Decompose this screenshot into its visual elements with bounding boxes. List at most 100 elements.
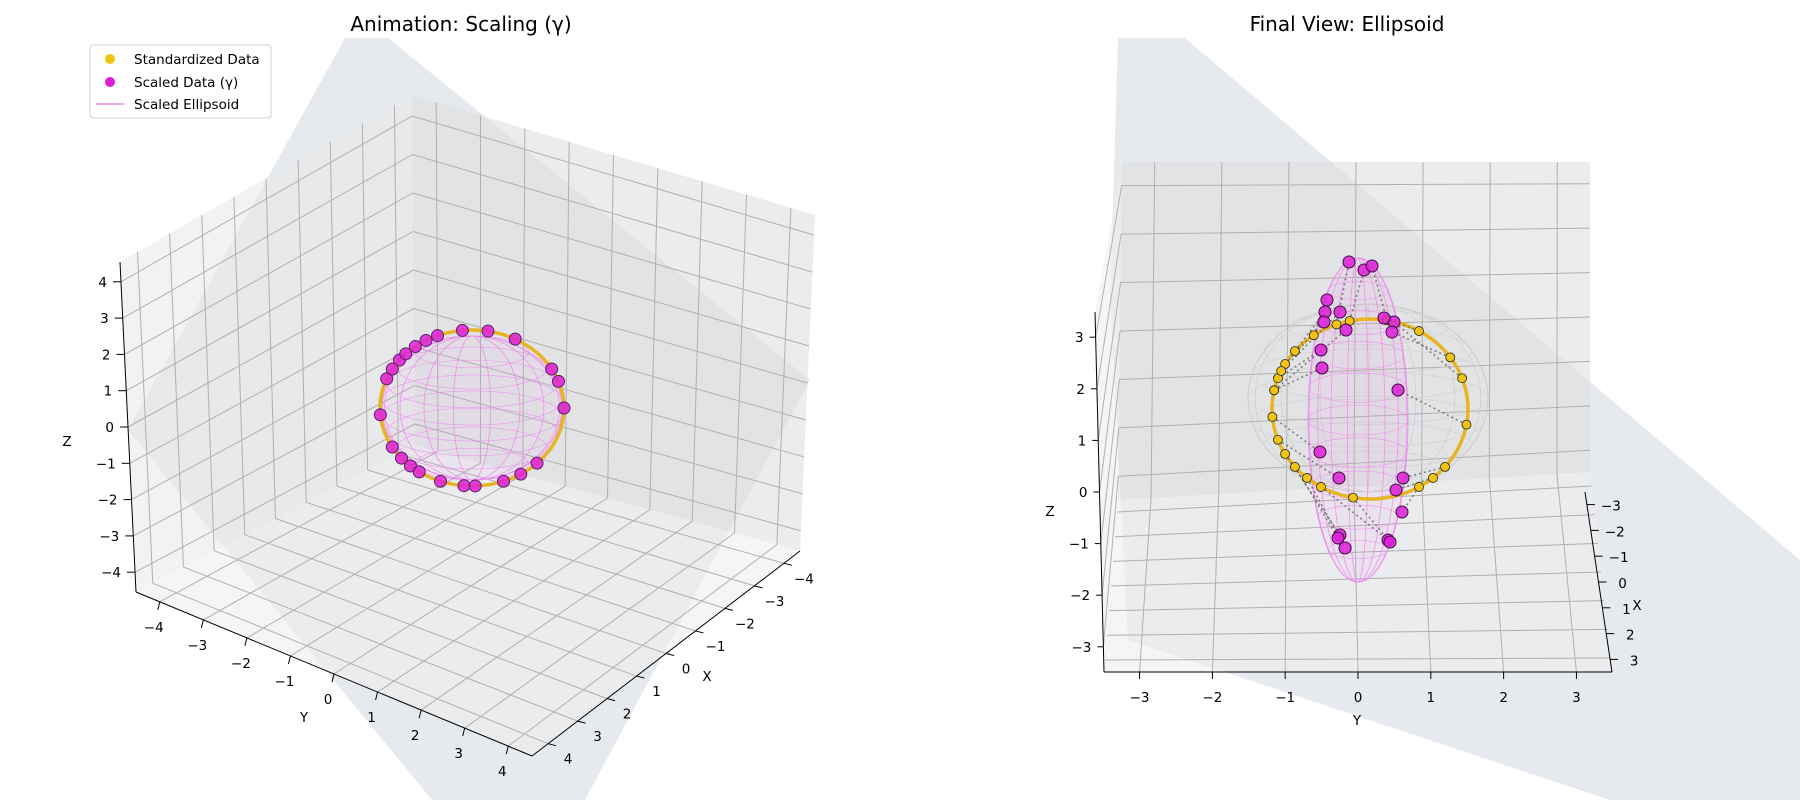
sphere-parallel [1251, 395, 1485, 448]
right-chart-title: Final View: Ellipsoid [1250, 12, 1445, 36]
scaled-point [1383, 535, 1397, 549]
grid-line [122, 154, 413, 319]
right-x-tick-label: 0 [1618, 576, 1627, 592]
grid-line [1099, 330, 1121, 493]
grid-line [1095, 185, 1123, 338]
ellipsoid-parallel [382, 374, 562, 426]
standardized-point [1316, 482, 1326, 492]
right-y-tick-label: 1 [1427, 690, 1436, 706]
scaled-point [385, 440, 399, 454]
scaled-point [1313, 445, 1327, 459]
right-z-tick-label: −3 [1071, 640, 1091, 656]
left-chart-title: Animation: Scaling (γ) [350, 12, 571, 36]
grid-line [413, 269, 808, 384]
scaled-point [1342, 255, 1356, 269]
standardized-point [1276, 366, 1287, 376]
grid-line [413, 231, 810, 347]
grid-line [1112, 542, 1598, 562]
standardized-point [1273, 434, 1283, 445]
ellipsoid-parallel [1327, 540, 1389, 559]
left-y-tick-mark [418, 709, 422, 719]
axis-pane [1104, 472, 1612, 672]
grid-line [507, 544, 778, 747]
grid-line [464, 532, 735, 729]
left-z-tick-label: 4 [98, 275, 107, 291]
scaled-point [1339, 323, 1353, 337]
left-y-tick-mark [244, 637, 248, 647]
axis-pane [136, 445, 800, 756]
grid-line [129, 308, 415, 464]
displacement-line [1294, 466, 1339, 539]
left-z-tick-label: 2 [102, 347, 111, 363]
scaled-point [1333, 305, 1347, 319]
right-grid [1094, 161, 1613, 673]
displacement-line [1395, 477, 1434, 491]
right-x-tick-label: 3 [1630, 653, 1639, 669]
grid-line [1119, 360, 1591, 380]
right-y-tick-label: 0 [1354, 690, 1363, 706]
left-x-tick-label: 3 [593, 729, 602, 745]
right-y-tick-label: 3 [1572, 690, 1581, 706]
scaled-point [1317, 315, 1331, 329]
grid-line [203, 462, 481, 621]
standardized-point [1414, 326, 1424, 336]
sphere-meridian [1254, 303, 1482, 493]
right-z-tick-label: 0 [1079, 485, 1088, 501]
scaled-point [1338, 541, 1352, 555]
standardized-point [1290, 461, 1300, 472]
grid-line [1096, 234, 1122, 389]
left-z-tick-label: −4 [101, 565, 121, 581]
scaled-point [481, 324, 495, 338]
axis-pane [1118, 162, 1590, 500]
left-z-tick-label: −3 [99, 529, 119, 545]
scaled-point [496, 474, 510, 488]
scaled-point [419, 333, 433, 347]
scaled-point [1396, 471, 1410, 485]
left-y-tick-mark [505, 746, 509, 755]
right-y-tick-label: −2 [1202, 690, 1222, 706]
ellipsoid-parallel [386, 407, 558, 457]
left-axis-panes [120, 95, 815, 756]
ellipsoid-parallel [1317, 504, 1399, 530]
right-chart: −3 −2 −1 0 1 2 3 −3 −2 −1 0 1 2 3 −3 −2 −1 0 1 2 3 Final Vie… [1045, 12, 1800, 800]
right-tick-labels: −3 −2 −1 0 1 2 3 −3 −2 −1 0 1 2 3 −3 −2 −1 0 1 2 3 [1069, 330, 1639, 706]
left-tick-labels: −4 −3 −2 −1 0 1 2 3 4 −4 −3 −2 −1 0 1 2 3 4 −4 −3 −2 −1 0 1 2 3 4 [96, 275, 814, 780]
scaled-point [1385, 325, 1399, 339]
scaled-point [1315, 361, 1329, 375]
grid-line [412, 115, 815, 236]
scaled-point [380, 372, 394, 386]
grid-line [133, 385, 415, 537]
right-x-tick-label: −3 [1601, 499, 1621, 515]
right-z-axis-label: Z [1045, 504, 1054, 520]
scaled-point [508, 332, 522, 346]
unit-ring [1270, 317, 1470, 501]
left-x-tick-mark [547, 743, 557, 747]
standardized-point [1428, 473, 1438, 483]
standardized-point [1457, 373, 1467, 384]
legend-marker-standardized [105, 54, 115, 64]
grid-line [124, 192, 414, 355]
ellipsoid-parallel [1308, 437, 1408, 468]
left-data-points [373, 323, 571, 493]
ellipsoid-meridian [1308, 257, 1408, 583]
scaled-point [1314, 343, 1328, 357]
left-z-tick-label: 1 [104, 384, 113, 400]
displacement-line [1277, 349, 1322, 379]
left-y-tick-label: −2 [231, 656, 251, 672]
left-x-tick-label: 1 [652, 684, 661, 700]
right-data-points [1267, 255, 1472, 555]
scaled-point [1365, 259, 1379, 273]
left-z-tick-label: −2 [98, 493, 118, 509]
scaled-point [1320, 293, 1334, 307]
standardized-point [1308, 330, 1319, 341]
left-z-tick-label: −1 [96, 456, 116, 472]
left-x-tick-label: −2 [735, 616, 755, 632]
scaled-point [399, 347, 413, 361]
scaled-point [373, 408, 387, 422]
right-x-tick-label: −2 [1605, 524, 1625, 540]
grid-line [1102, 476, 1119, 647]
left-x-tick-mark [754, 585, 763, 589]
right-z-tick-label: 2 [1076, 382, 1085, 398]
left-x-tick-label: −3 [764, 594, 784, 610]
